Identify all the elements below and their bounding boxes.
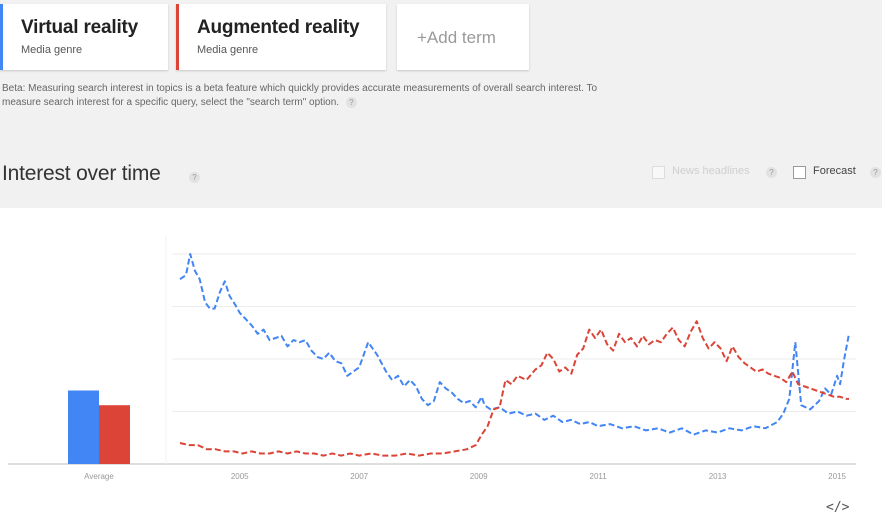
chart-svg: Average 2005 2007 2009 2011 2013 2015	[8, 236, 856, 481]
term-card-virtual-reality[interactable]: Virtual reality Media genre	[0, 4, 168, 70]
beta-note-line-1: Beta: Measuring search interest in topic…	[2, 83, 598, 94]
term-type: Media genre	[197, 44, 259, 56]
embed-code-icon[interactable]: </>	[826, 500, 850, 515]
series-line	[179, 253, 850, 436]
x-tick-label: 2015	[828, 472, 846, 481]
section-header: Interest over time ? News headlines ? Fo…	[0, 118, 882, 208]
x-tick-label: 2011	[590, 472, 608, 481]
news-headlines-checkbox[interactable]	[652, 166, 665, 179]
term-name: Virtual reality	[21, 17, 139, 38]
x-tick-label: 2013	[709, 472, 727, 481]
interest-over-time-chart: Average 2005 2007 2009 2011 2013 2015	[0, 208, 882, 498]
average-label: Average	[84, 472, 114, 481]
section-title: Interest over time	[2, 162, 161, 185]
term-name: Augmented reality	[197, 17, 360, 38]
average-bar	[99, 405, 130, 464]
x-tick-label: 2005	[231, 472, 249, 481]
term-card-augmented-reality[interactable]: Augmented reality Media genre	[176, 4, 386, 70]
forecast-checkbox[interactable]	[793, 166, 806, 179]
term-type: Media genre	[21, 44, 83, 56]
add-term-label: +Add term	[417, 28, 496, 47]
average-bar	[68, 390, 99, 464]
help-icon[interactable]: ?	[345, 96, 357, 108]
series-line	[179, 320, 849, 457]
news-headlines-label: News headlines	[672, 165, 750, 177]
help-icon[interactable]: ?	[189, 172, 200, 183]
term-bar: Virtual reality Media genre Augmented re…	[0, 0, 882, 78]
help-icon[interactable]: ?	[766, 167, 777, 178]
forecast-label: Forecast	[813, 165, 856, 177]
add-term-button[interactable]: +Add term	[397, 4, 529, 70]
beta-note-line-2: measure search interest for a specific q…	[2, 97, 340, 108]
help-icon[interactable]: ?	[870, 167, 881, 178]
beta-note: Beta: Measuring search interest in topic…	[0, 78, 882, 118]
x-tick-label: 2007	[350, 472, 368, 481]
x-tick-label: 2009	[470, 472, 488, 481]
